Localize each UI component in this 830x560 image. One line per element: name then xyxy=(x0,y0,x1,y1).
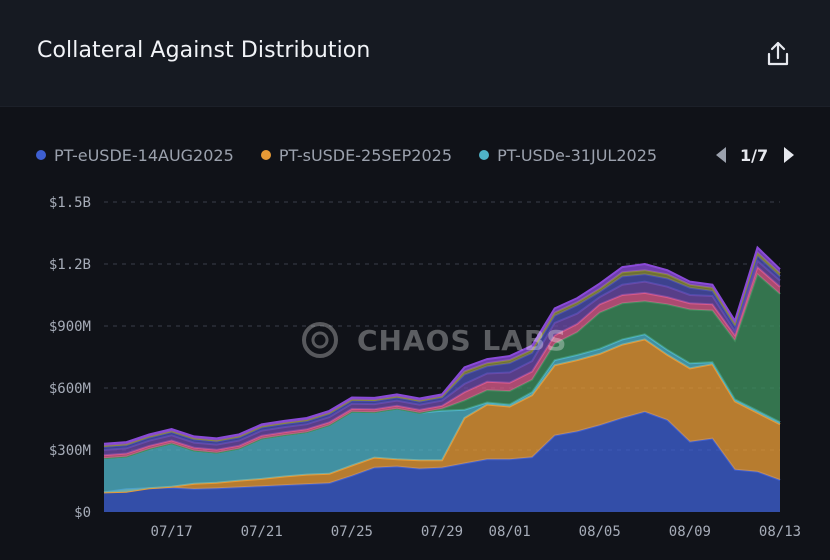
y-tick-label: $1.5B xyxy=(49,195,91,211)
y-tick-label: $900M xyxy=(49,319,91,335)
legend-item-pt-eusde-14aug2025[interactable]: PT-eUSDE-14AUG2025 xyxy=(36,140,234,170)
y-tick-label: $300M xyxy=(49,443,91,459)
stacked-area-chart: $0$300M$600M$900M$1.2B$1.5B 07/17 07/21 07… xyxy=(49,195,802,540)
triangle-right-icon xyxy=(784,147,795,163)
triangle-left-icon xyxy=(716,147,726,163)
chart-legend: PT-eUSDE-14AUG2025 PT-sUSDE-25SEP2025 PT… xyxy=(36,140,736,170)
y-tick-label: $600M xyxy=(49,381,91,397)
x-tick-label: 08/13 xyxy=(759,524,801,540)
series-area-2[interactable] xyxy=(104,334,780,493)
legend-dot xyxy=(36,150,46,160)
x-tick-label: 07/25 xyxy=(331,524,373,540)
legend-page-indicator: 1/7 xyxy=(740,145,769,165)
x-tick-label: 08/09 xyxy=(669,524,711,540)
legend-pager: 1/7 xyxy=(712,142,822,168)
watermark-text: CHAOS LABS xyxy=(357,324,567,357)
share-button[interactable] xyxy=(762,38,794,70)
legend-item-pt-usde-31jul2025[interactable]: PT-USDe-31JUL2025 xyxy=(479,140,657,170)
x-tick-label: 08/05 xyxy=(579,524,621,540)
x-tick-label: 07/17 xyxy=(151,524,193,540)
x-tick-label: 07/21 xyxy=(241,524,283,540)
legend-label: PT-USDe-31JUL2025 xyxy=(497,145,658,165)
chaos-labs-logo-icon xyxy=(302,322,338,358)
legend-item-pt-susde-25sep2025[interactable]: PT-sUSDE-25SEP2025 xyxy=(260,140,452,170)
share-icon xyxy=(767,41,789,66)
x-axis-ticks: 07/17 07/21 07/25 07/29 08/01 08/05 08/09 08/13 xyxy=(151,524,802,540)
series-line-8 xyxy=(103,245,781,445)
legend-dot xyxy=(260,150,271,160)
watermark: CHAOS LABS xyxy=(302,322,567,358)
y-axis-ticks: $0 $300M $600M $900M $1.2B $1.5B xyxy=(49,195,91,521)
legend-label: PT-sUSDE-25SEP2025 xyxy=(278,145,452,165)
legend-prev-button[interactable] xyxy=(712,144,730,166)
chart-title: Collateral Against Distribution xyxy=(37,38,371,63)
x-tick-label: 07/29 xyxy=(421,524,463,540)
series-area-3[interactable] xyxy=(104,274,780,459)
x-tick-label: 08/01 xyxy=(489,524,531,540)
series-areas xyxy=(103,245,781,512)
y-tick-label: $0 xyxy=(74,505,91,521)
y-tick-label: $1.2B xyxy=(49,257,91,273)
card-header: Collateral Against Distribution xyxy=(0,0,830,107)
legend-dot xyxy=(479,150,490,160)
series-area-1[interactable] xyxy=(104,339,780,493)
legend-next-button[interactable] xyxy=(780,144,798,166)
legend-label: PT-eUSDE-14AUG2025 xyxy=(54,145,234,165)
series-area-0[interactable] xyxy=(104,411,780,512)
